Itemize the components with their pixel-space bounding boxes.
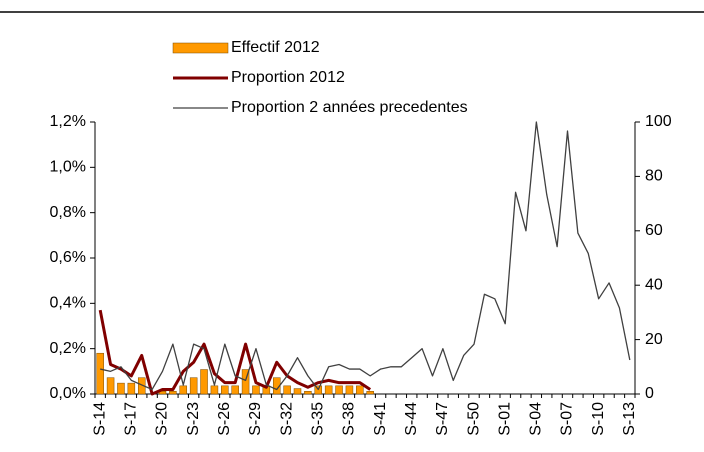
bar	[283, 385, 291, 395]
bar	[335, 385, 343, 395]
y2-tick-label: 0	[645, 385, 654, 402]
x-tick-label: S-14	[91, 402, 108, 436]
y-tick-label: 0,2%	[50, 340, 86, 357]
bar	[169, 391, 177, 395]
x-tick-label: S-13	[621, 402, 638, 436]
x-tick-label: S-38	[341, 402, 358, 436]
line	[100, 121, 631, 391]
x-tick-label: S-29	[247, 402, 264, 436]
x-tick-label: S-23	[185, 402, 202, 436]
bar	[231, 385, 239, 395]
bar	[179, 385, 188, 395]
x-tick-label: S-44	[403, 402, 420, 436]
y-tick-label: 1,0%	[50, 159, 86, 176]
x-tick-label: S-07	[559, 402, 576, 436]
bar	[158, 391, 167, 395]
y2-tick-label: 60	[645, 222, 663, 239]
x-tick-label: S-47	[434, 402, 451, 436]
bar	[324, 385, 333, 395]
bar	[293, 388, 302, 395]
bar	[127, 382, 136, 395]
legend-label: Proportion 2 années precedentes	[231, 99, 468, 116]
x-tick-label: S-20	[154, 402, 171, 436]
x-tick-label: S-04	[528, 402, 545, 436]
bar	[304, 391, 312, 395]
line	[98, 309, 372, 396]
x-tick-label: S-01	[496, 402, 513, 436]
bar	[366, 391, 374, 395]
bar	[189, 377, 198, 395]
y2-tick-label: 20	[645, 331, 663, 348]
y-tick-label: 0,8%	[50, 204, 86, 221]
y-tick-label: 1,2%	[50, 113, 86, 130]
bar	[221, 385, 229, 395]
bar	[200, 369, 208, 395]
y-tick-label: 0,4%	[50, 295, 86, 312]
y2-tick-label: 80	[645, 168, 663, 185]
y2-tick-label: 100	[645, 113, 672, 130]
legend-swatch	[172, 42, 229, 54]
bar	[345, 385, 354, 395]
x-tick-label: S-50	[465, 402, 482, 436]
x-tick-label: S-32	[278, 402, 295, 436]
bar	[356, 385, 364, 395]
y-tick-label: 0,6%	[50, 249, 86, 266]
bar	[241, 369, 250, 395]
x-tick-label: S-41	[372, 402, 389, 436]
y-tick-label: 0,0%	[50, 385, 86, 402]
legend-label: Proportion 2012	[231, 69, 345, 86]
x-tick-label: S-26	[216, 402, 233, 436]
bar	[106, 377, 115, 395]
x-tick-label: S-10	[590, 402, 607, 436]
bar	[96, 352, 104, 395]
bar	[252, 385, 260, 395]
x-tick-label: S-35	[309, 402, 326, 436]
x-tick-label: S-17	[123, 402, 140, 436]
y2-tick-label: 40	[645, 276, 663, 293]
legend-label: Effectif 2012	[231, 39, 320, 56]
bar	[210, 385, 219, 395]
bar	[117, 382, 125, 395]
